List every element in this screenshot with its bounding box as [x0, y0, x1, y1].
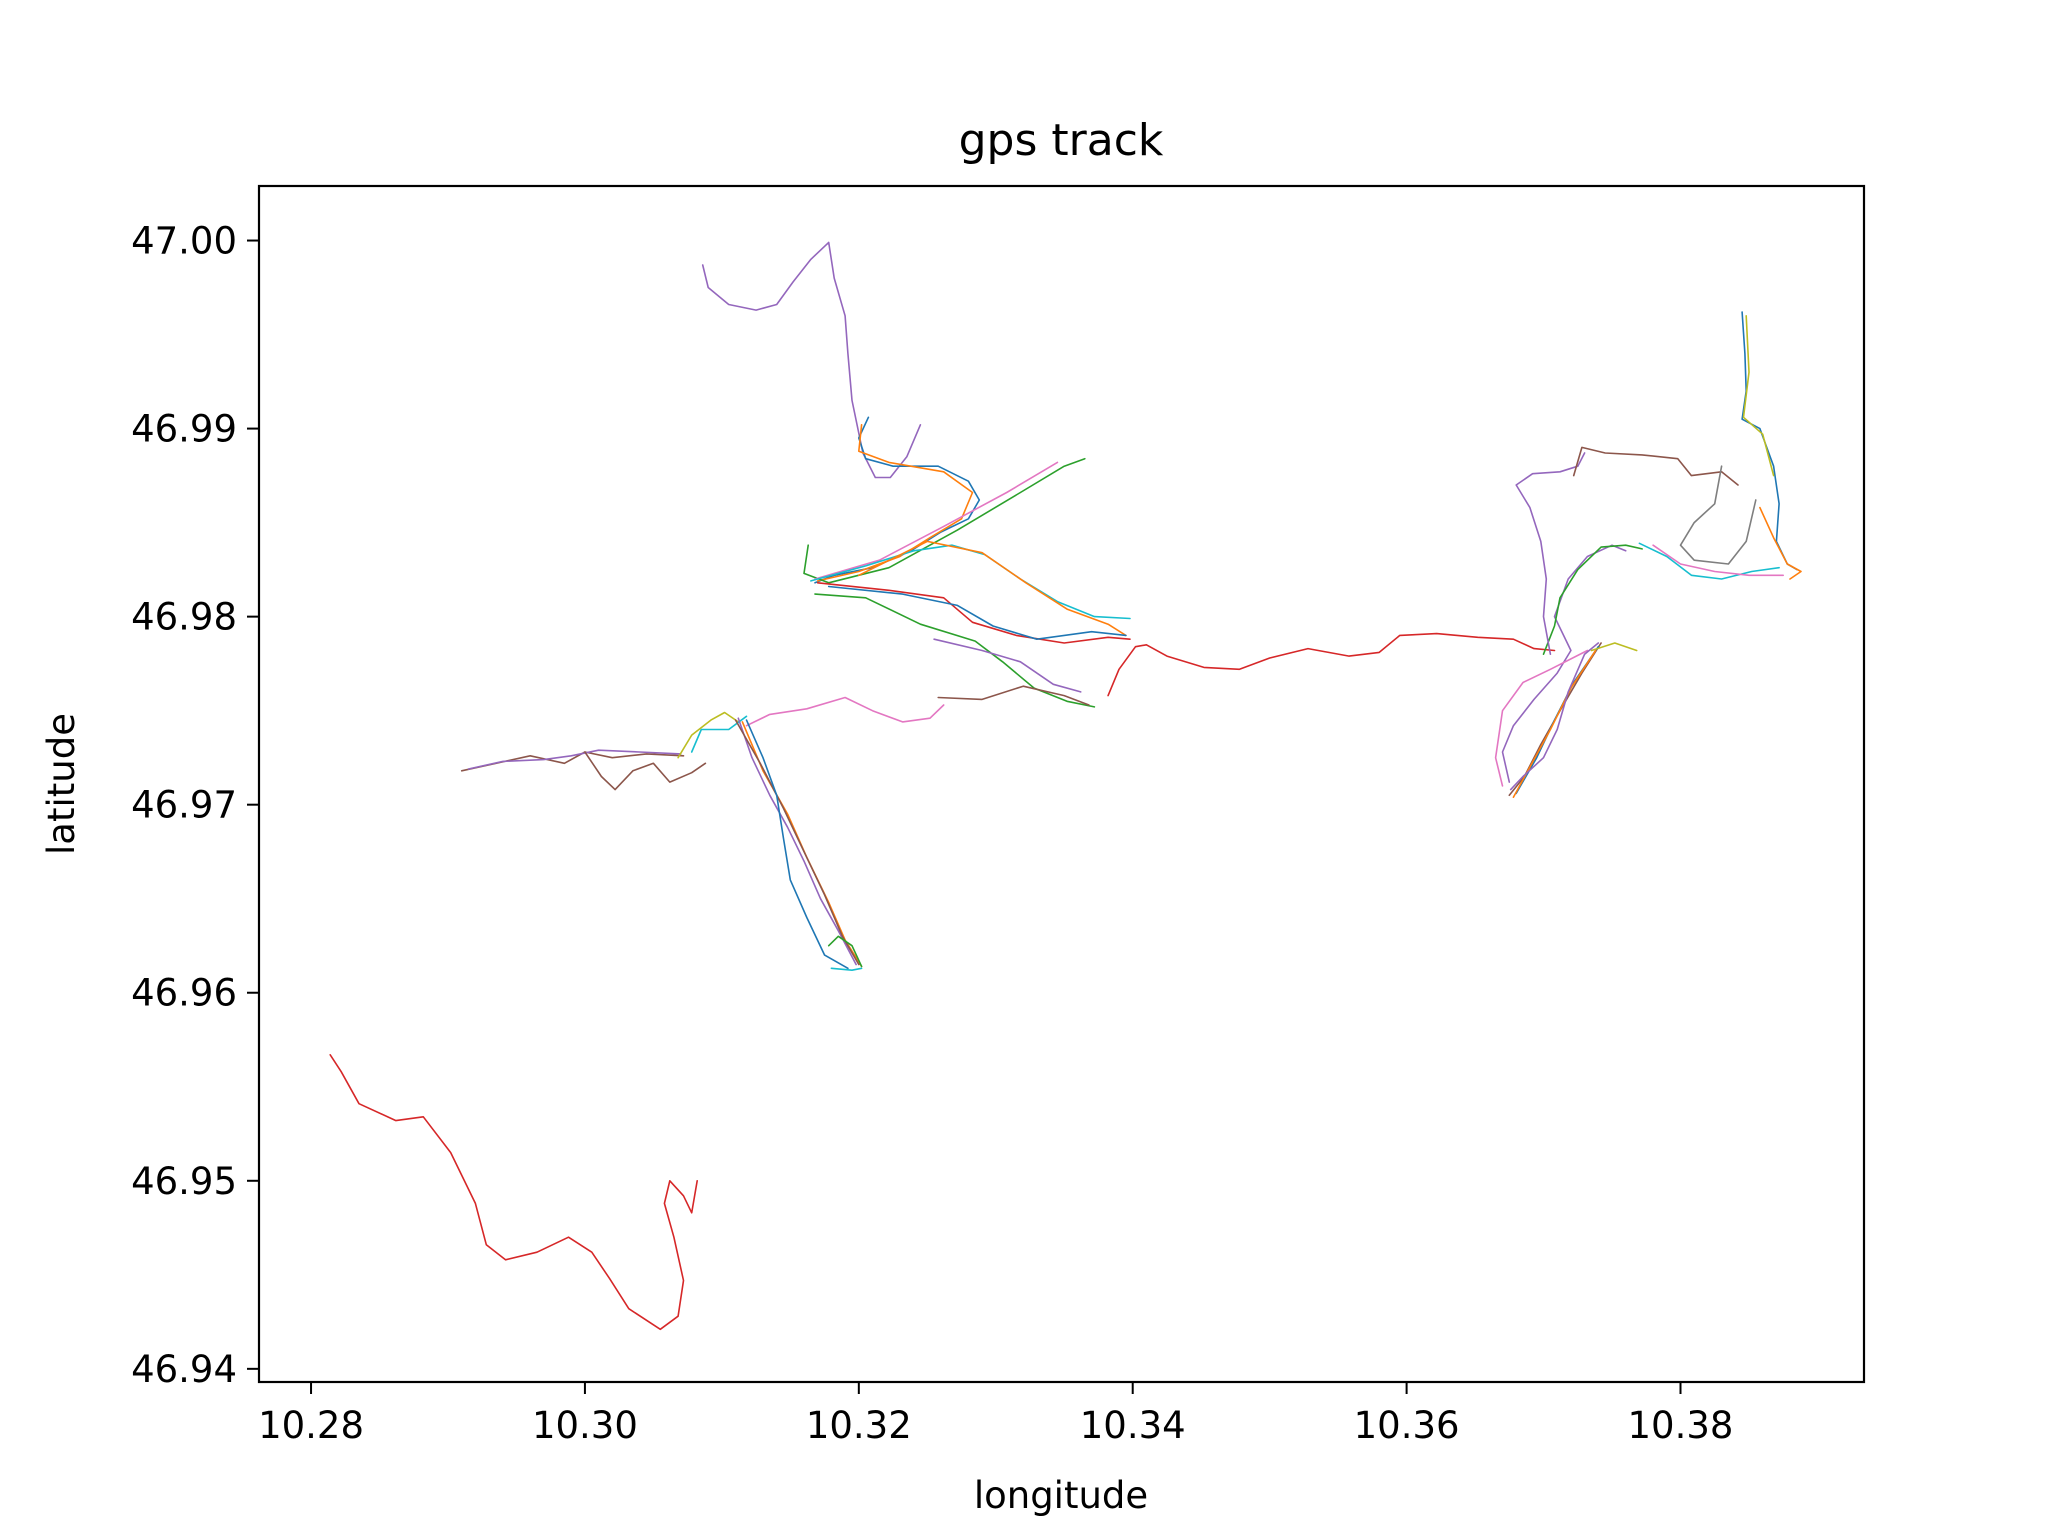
track-21	[737, 717, 857, 966]
y-tick-label: 46.97	[131, 784, 237, 827]
x-tick-label: 10.36	[1354, 1404, 1460, 1447]
track-26	[830, 967, 863, 971]
track-40	[1512, 649, 1597, 798]
track-11	[814, 593, 1096, 708]
chart-title: gps track	[959, 115, 1164, 166]
track-4	[816, 424, 974, 582]
y-axis: 46.94 46.95 46.96 46.97 46.98 46.99 47.00	[131, 220, 259, 1391]
tracks-layer	[329, 241, 1802, 1331]
track-9	[816, 582, 1131, 644]
track-36	[1652, 544, 1784, 577]
y-tick-label: 46.96	[131, 972, 237, 1015]
y-axis-label: latitude	[40, 713, 83, 855]
track-31	[1679, 465, 1757, 565]
y-tick-label: 46.98	[131, 596, 237, 639]
x-axis: 10.28 10.30 10.32 10.34 10.36 10.38	[258, 1382, 1733, 1447]
track-15	[745, 696, 945, 727]
y-tick-label: 46.95	[131, 1160, 237, 1203]
track-24	[745, 719, 849, 970]
track-12	[933, 638, 1082, 693]
y-tick-label: 46.99	[131, 408, 237, 451]
x-tick-label: 10.30	[532, 1404, 638, 1447]
track-18	[584, 751, 707, 791]
x-axis-label: longitude	[974, 1474, 1148, 1517]
track-33	[1742, 315, 1775, 477]
x-tick-label: 10.34	[1080, 1404, 1186, 1447]
track-6	[814, 461, 1059, 580]
x-tick-label: 10.32	[806, 1404, 912, 1447]
y-tick-label: 47.00	[131, 220, 237, 263]
plot-frame	[257, 184, 1866, 1384]
track-14	[1107, 632, 1556, 697]
track-30	[1572, 446, 1739, 486]
track-17	[467, 749, 682, 770]
track-42	[1590, 642, 1638, 652]
track-1	[329, 1054, 698, 1331]
track-23	[734, 719, 860, 966]
x-tick-label: 10.28	[258, 1404, 364, 1447]
track-29	[1515, 452, 1586, 655]
track-2	[701, 241, 922, 479]
track-34	[1759, 506, 1802, 580]
track-19	[677, 711, 740, 759]
track-8	[858, 540, 1127, 637]
track-13	[937, 685, 1090, 706]
track-10	[827, 585, 1127, 640]
x-tick-label: 10.38	[1628, 1404, 1734, 1447]
track-25	[827, 935, 863, 968]
track-41	[1509, 642, 1600, 791]
track-35	[1638, 542, 1780, 580]
track-37	[1494, 649, 1589, 787]
y-tick-label: 46.94	[131, 1348, 237, 1391]
track-28	[1542, 544, 1643, 655]
